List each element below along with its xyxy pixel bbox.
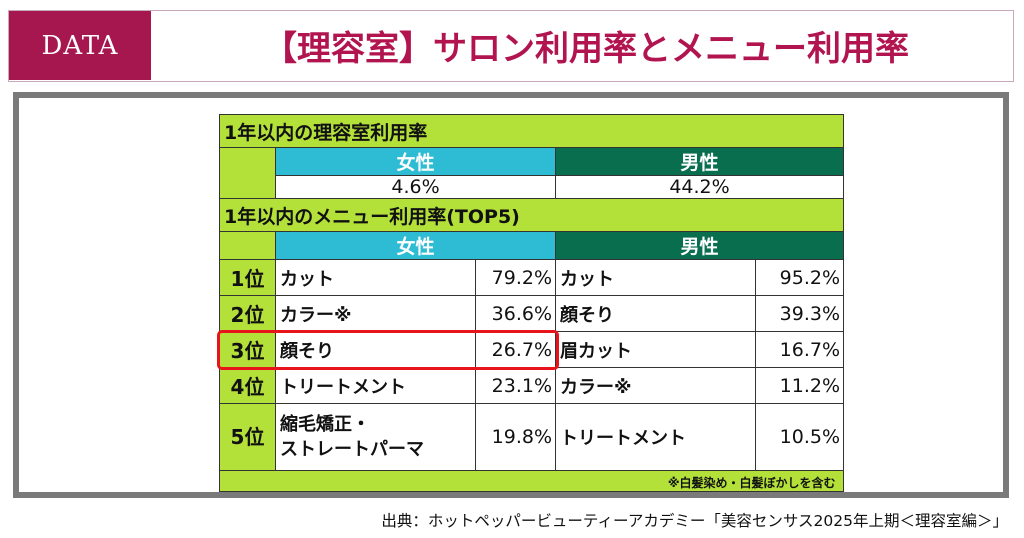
female-pct: 19.8% xyxy=(475,403,556,471)
header-banner: DATA 【理容室】サロン利用率とメニュー利用率 xyxy=(8,10,1014,82)
usage-value-row: 4.6% 44.2% xyxy=(220,175,845,199)
data-panel: 1年以内の理容室利用率 女性 男性 4.6% 44.2% 1年以内のメニュー利用… xyxy=(13,92,1009,498)
data-badge: DATA xyxy=(9,11,151,80)
male-item: トリートメント xyxy=(555,403,756,471)
male-item: カラー※ xyxy=(555,367,756,404)
male-pct: 16.7% xyxy=(754,331,845,368)
table-row: 1位 カット 79.2% カット 95.2% xyxy=(219,259,845,296)
menu-section-title: 1年以内のメニュー利用率(TOP5) xyxy=(218,198,845,232)
highlight-box xyxy=(216,329,559,370)
usage-section-title: 1年以内の理容室利用率 xyxy=(218,114,845,148)
male-item: 顔そり xyxy=(555,295,756,332)
note-row-cell xyxy=(218,470,845,492)
male-pct: 10.5% xyxy=(754,403,845,471)
male-item: 眉カット xyxy=(555,331,756,368)
usage-spacer-cell xyxy=(219,147,276,199)
female-item: カット xyxy=(275,259,476,296)
female-item-line1: 縮毛矯正・ xyxy=(280,414,370,435)
table-row: 4位 トリートメント 23.1% カラー※ 11.2% xyxy=(219,367,845,404)
table-row: 3位 顔そり 26.7% 眉カット 16.7% xyxy=(219,331,845,368)
male-pct: 11.2% xyxy=(754,367,845,404)
menu-title-row: 1年以内のメニュー利用率(TOP5) xyxy=(218,198,845,232)
usage-header-row: 女性 男性 xyxy=(219,147,845,199)
footnote: ※白髪染め・白髪ぼかしを含む xyxy=(667,475,836,490)
menu-female-header: 女性 xyxy=(275,231,556,260)
rank-cell: 4位 xyxy=(219,367,276,404)
male-item: カット xyxy=(555,259,756,296)
usage-male-value: 44.2% xyxy=(554,175,845,199)
female-pct: 36.6% xyxy=(475,295,556,332)
menu-spacer-cell xyxy=(219,231,276,260)
usage-female-header: 女性 xyxy=(275,147,556,176)
rank-cell: 2位 xyxy=(219,295,276,332)
rank-cell: 3位 xyxy=(219,331,276,368)
rank-cell: 1位 xyxy=(219,259,276,296)
usage-male-header: 男性 xyxy=(554,147,845,176)
usage-female-value: 4.6% xyxy=(275,175,556,199)
usage-table: 1年以内の理容室利用率 女性 男性 4.6% 44.2% 1年以内のメニュー利用… xyxy=(218,114,845,492)
table-row: 5位 縮毛矯正・ ストレートパーマ 19.8% トリートメント 10.5% xyxy=(219,403,845,471)
page-title: 【理容室】サロン利用率とメニュー利用率 xyxy=(263,29,909,69)
male-pct: 39.3% xyxy=(754,295,845,332)
female-item: トリートメント xyxy=(275,367,476,404)
male-pct: 95.2% xyxy=(754,259,845,296)
usage-title-row: 1年以内の理容室利用率 xyxy=(218,114,845,148)
female-item: カラー※ xyxy=(275,295,476,332)
note-row xyxy=(218,470,845,492)
female-item: 縮毛矯正・ ストレートパーマ xyxy=(275,403,476,471)
source-citation: 出典：ホットペッパービューティーアカデミー「美容センサス2025年上期＜理容室編… xyxy=(381,512,1008,530)
menu-header-row: 女性 男性 xyxy=(219,231,845,260)
female-item-line2: ストレートパーマ xyxy=(280,439,424,460)
rank-cell: 5位 xyxy=(219,403,276,471)
table-row: 2位 カラー※ 36.6% 顔そり 39.3% xyxy=(219,295,845,332)
menu-male-header: 男性 xyxy=(554,231,845,260)
female-pct: 79.2% xyxy=(475,259,556,296)
female-pct: 23.1% xyxy=(475,367,556,404)
